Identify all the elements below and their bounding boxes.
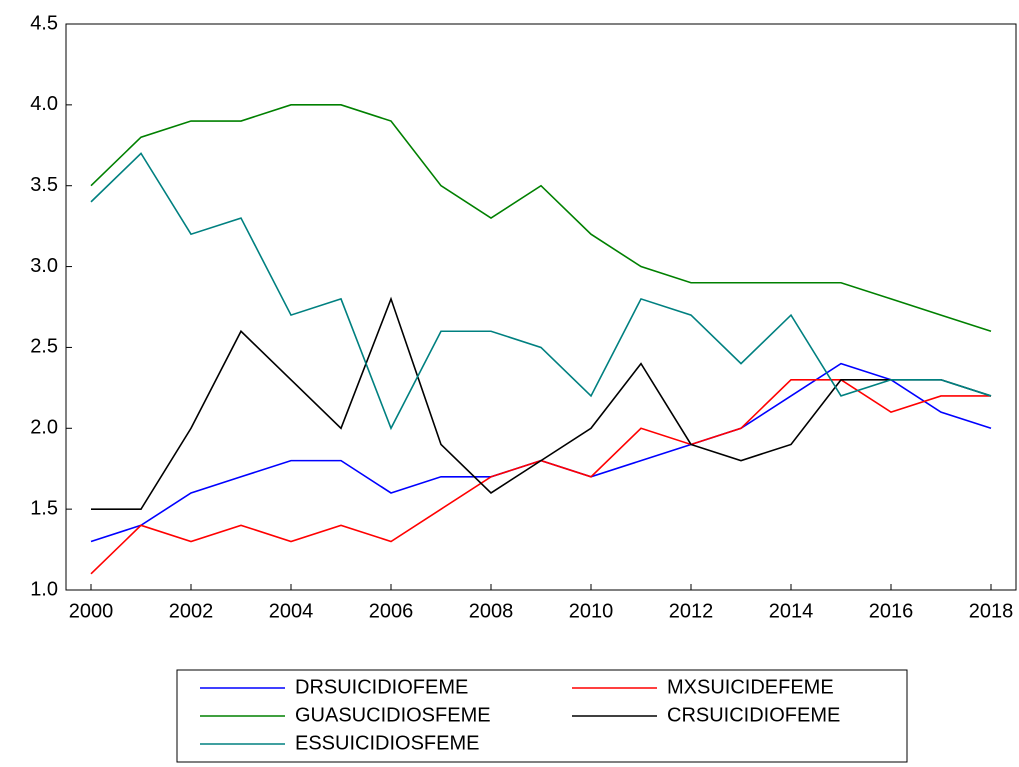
- legend-label: MXSUICIDEFEME: [667, 676, 834, 698]
- y-tick-label: 4.0: [30, 93, 58, 115]
- y-tick-label: 1.5: [30, 497, 58, 519]
- plot-frame: [65, 23, 1017, 591]
- x-tick-label: 2010: [569, 600, 614, 622]
- x-tick-label: 2018: [969, 600, 1014, 622]
- y-tick-label: 4.5: [30, 12, 58, 34]
- x-tick-label: 2012: [669, 600, 714, 622]
- y-tick-label: 1.0: [30, 578, 58, 600]
- x-tick-label: 2008: [469, 600, 514, 622]
- legend-label: GUASUCIDIOSFEME: [295, 704, 491, 726]
- x-tick-label: 2016: [869, 600, 914, 622]
- y-tick-label: 2.5: [30, 336, 58, 358]
- y-tick-label: 3.5: [30, 174, 58, 196]
- x-tick-label: 2014: [769, 600, 814, 622]
- x-tick-label: 2004: [269, 600, 314, 622]
- x-tick-label: 2002: [169, 600, 214, 622]
- legend-box: [176, 669, 908, 763]
- y-tick-label: 2.0: [30, 417, 58, 439]
- x-tick-label: 2006: [369, 600, 414, 622]
- legend-label: ESSUICIDIOSFEME: [295, 732, 479, 754]
- series-line: [90, 378, 991, 575]
- x-tick-label: 2000: [69, 600, 114, 622]
- legend-label: DRSUICIDIOFEME: [295, 676, 468, 698]
- series-line: [90, 104, 992, 333]
- series-line: [90, 152, 992, 431]
- y-tick-label: 3.0: [30, 255, 58, 277]
- series-line: [91, 296, 992, 510]
- legend-label: CRSUICIDIOFEME: [667, 704, 840, 726]
